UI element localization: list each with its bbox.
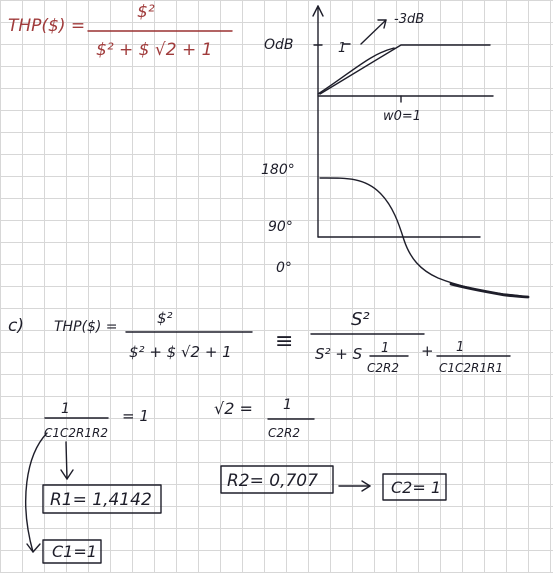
eq2-numerator: 1 <box>283 397 292 413</box>
part-c-plus: + <box>421 342 434 360</box>
phase-tail <box>449 282 530 299</box>
phase-90-label: 90° <box>268 219 293 235</box>
minus3db-label: -3dB <box>394 12 424 27</box>
down-arrow-line <box>65 441 68 480</box>
curved-arrowhead <box>26 543 41 553</box>
c2-box <box>382 473 447 501</box>
curved-arrow-line <box>25 432 48 553</box>
eq2-lhs: √2 = <box>214 399 253 418</box>
magnitude-curve <box>317 47 395 95</box>
c2-result: C2= 1 <box>391 478 441 497</box>
top-numerator: $² <box>137 2 155 22</box>
asymptote-line <box>319 44 491 95</box>
r1-result: R1= 1,4142 <box>50 490 152 510</box>
r2-box <box>220 465 334 494</box>
part-c-frac2-num: 1 <box>456 340 464 355</box>
minus3db-arrowhead <box>377 19 387 29</box>
c1-result: C1=1 <box>52 542 97 561</box>
top-denominator: $² + $ √2 + 1 <box>96 40 212 60</box>
eq1-numerator: 1 <box>61 401 70 417</box>
r2-result: R2= 0,707 <box>227 471 318 491</box>
part-c-frac1-den: C2R2 <box>367 361 399 375</box>
odb-label: OdB <box>264 37 294 53</box>
magnitude-plot: OdB 1 -3dB w0=1 <box>264 5 494 238</box>
phase-plot: 180° 90° 0° <box>261 162 530 299</box>
phase-180-label: 180° <box>261 162 295 178</box>
r1-box <box>42 484 162 514</box>
c1-box <box>42 539 102 564</box>
part-c-lhs: THP($) = <box>54 319 118 335</box>
part-c-den1: $² + $ √2 + 1 <box>129 343 232 361</box>
eq1-rhs: = 1 <box>122 407 149 425</box>
right-arrowhead <box>361 480 371 492</box>
part-c-frac1-num: 1 <box>381 341 389 356</box>
one-label: 1 <box>338 41 346 56</box>
part-c-equiv: ≡ <box>275 329 293 354</box>
minus3db-arrow-line <box>360 19 387 45</box>
y-axis-arrow <box>312 5 324 17</box>
down-arrowhead <box>60 469 74 480</box>
top-lhs: THP($) = <box>8 16 85 36</box>
part-c-num1: $² <box>157 309 173 327</box>
w0-label: w0=1 <box>383 109 421 124</box>
part-c-den2-left: S² + S <box>315 345 363 363</box>
part-c-frac2-den: C1C2R1R1 <box>439 361 503 375</box>
phase-0-label: 0° <box>276 260 292 276</box>
eq2-denominator: C2R2 <box>268 426 300 440</box>
eq1-denominator: C1C2R1R2 <box>44 426 108 440</box>
part-c-num2: S² <box>351 309 370 330</box>
part-c-label: c) <box>8 316 24 336</box>
